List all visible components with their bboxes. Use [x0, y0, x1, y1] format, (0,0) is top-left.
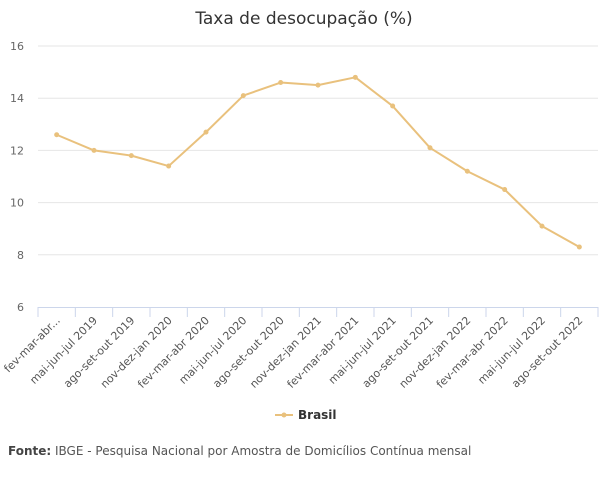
x-axis: fev-mar-abr...mai-jun-jul 2019ago-set-ou… — [1, 307, 599, 391]
data-point — [166, 163, 172, 169]
source-label: Fonte: — [8, 444, 52, 458]
data-point — [278, 80, 284, 86]
series-group — [54, 74, 582, 250]
data-point — [54, 132, 60, 138]
y-tick-label-10: 10 — [10, 197, 24, 210]
data-point — [539, 223, 545, 229]
data-point — [390, 103, 396, 109]
data-point — [91, 147, 97, 153]
data-point — [427, 145, 433, 151]
y-tick-label-14: 14 — [10, 92, 24, 105]
source-note: Fonte: IBGE - Pesquisa Nacional por Amos… — [8, 444, 471, 458]
data-point — [464, 168, 470, 174]
data-point — [203, 129, 209, 135]
data-point — [240, 93, 246, 99]
chart-title: Taxa de desocupação (%) — [194, 9, 412, 29]
legend-marker — [281, 412, 287, 418]
legend[interactable]: Brasil — [275, 408, 337, 422]
data-point — [576, 244, 582, 250]
series-line-brasil — [56, 76, 580, 248]
data-point — [502, 187, 508, 193]
y-tick-label-16: 16 — [10, 40, 24, 53]
x-tick-label: mai-jun-jul 2020 — [177, 314, 250, 387]
y-tick-label-12: 12 — [10, 144, 24, 157]
y-axis: 6 8 10 12 14 16 — [10, 40, 24, 314]
data-point — [352, 74, 358, 80]
data-point — [315, 82, 321, 88]
data-point — [128, 153, 134, 159]
x-tick-label: mai-jun-jul 2021 — [326, 314, 399, 387]
x-tick-label: ago-set-out 2022 — [509, 314, 585, 390]
y-tick-label-8: 8 — [17, 249, 24, 262]
y-tick-label-6: 6 — [17, 301, 24, 314]
legend-label-brasil: Brasil — [298, 408, 337, 422]
x-tick-label: mai-jun-jul 2022 — [475, 314, 548, 387]
x-tick-label: mai-jun-jul 2019 — [27, 314, 100, 387]
source-text: IBGE - Pesquisa Nacional por Amostra de … — [55, 444, 472, 458]
grid — [38, 45, 598, 256]
line-chart: Taxa de desocupação (%) 6 8 10 12 14 16 fev-m… — [1, 9, 599, 422]
